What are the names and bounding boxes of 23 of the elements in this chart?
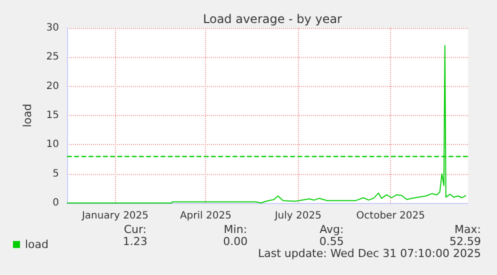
text: Min:: [224, 223, 248, 236]
text: 0.00: [223, 235, 248, 248]
text: 52.59: [450, 235, 481, 248]
x-tick-label: January 2025: [80, 210, 149, 222]
y-tick-label: 25: [46, 52, 59, 63]
y-tick-label: 0: [52, 198, 59, 208]
text: Max:: [454, 223, 481, 236]
y-tick-label: 5: [52, 168, 59, 180]
y-tick-label: 10: [46, 139, 59, 150]
y-tick-label: 20: [46, 80, 59, 92]
text: Avg:: [320, 223, 344, 236]
legend-label: load: [25, 238, 49, 251]
x-tick-label: July 2025: [274, 210, 322, 222]
text: 0.55: [319, 235, 344, 248]
text: Cur:: [124, 223, 147, 236]
x-tick-label: April 2025: [180, 210, 232, 222]
chart-title: Load average - by year: [203, 12, 342, 26]
y-axis-title: load: [21, 104, 34, 128]
text: Last update: Wed Dec 31 07:10:00 2025: [258, 247, 481, 260]
y-tick-label: 15: [46, 110, 59, 121]
y-tick-label: 30: [46, 22, 59, 34]
x-tick-label: October 2025: [356, 210, 425, 222]
text: 1.23: [122, 235, 148, 248]
